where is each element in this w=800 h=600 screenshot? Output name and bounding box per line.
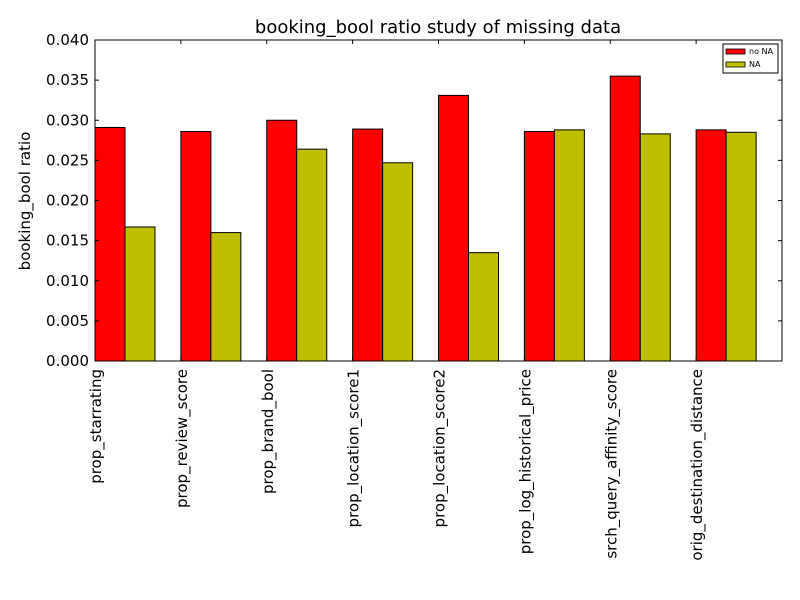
x-tick-label: prop_starrating — [87, 369, 106, 484]
bar-no-na-6 — [609, 75, 641, 362]
y-tick-label: 0.030 — [46, 111, 89, 129]
x-tick-label: orig_destination_distance — [688, 369, 707, 561]
y-tick-label: 0.025 — [46, 151, 89, 169]
y-tick-label: 0.040 — [46, 31, 89, 49]
legend-label-no-na: no NA — [749, 47, 773, 56]
x-tick-label: prop_brand_bool — [259, 369, 278, 494]
y-tick-label: 0.010 — [46, 272, 89, 290]
bar-no-na-3 — [352, 128, 384, 362]
x-tick-label: prop_location_score1 — [345, 369, 364, 527]
legend-label-na: NA — [749, 60, 761, 69]
bar-na-2 — [296, 148, 328, 362]
x-tick-label: prop_review_score — [173, 369, 192, 508]
x-tick-label: prop_location_score2 — [431, 369, 450, 527]
legend-swatch-na — [725, 61, 746, 68]
bar-no-na-7 — [695, 129, 727, 362]
x-tick-label: srch_query_affinity_score — [602, 369, 621, 559]
y-tick-label: 0.000 — [46, 352, 89, 370]
y-tick-label: 0.035 — [46, 71, 89, 89]
bar-na-6 — [639, 133, 671, 362]
bar-na-3 — [382, 162, 414, 362]
y-tick-label: 0.015 — [46, 232, 89, 250]
legend-swatch-no-na — [725, 48, 746, 55]
bar-na-5 — [553, 129, 585, 362]
bar-na-0 — [124, 226, 156, 362]
y-tick-label: 0.005 — [46, 312, 89, 330]
bar-no-na-1 — [180, 130, 212, 362]
bar-no-na-5 — [523, 130, 555, 362]
bar-na-7 — [725, 131, 757, 362]
y-tick-label: 0.020 — [46, 192, 89, 210]
x-tick-label: prop_log_historical_price — [516, 369, 535, 554]
y-axis-label: booking_bool ratio — [16, 132, 35, 271]
bar-no-na-2 — [266, 119, 298, 362]
bar-na-1 — [210, 232, 242, 362]
chart-title: booking_bool ratio study of missing data — [255, 17, 621, 38]
bar-na-4 — [468, 252, 499, 362]
bar-no-na-0 — [94, 126, 126, 362]
plot-area: 0.000 0.005 0.010 0.015 0.020 0.025 0.030 0.035… — [46, 31, 783, 561]
bar-no-na-4 — [438, 94, 469, 362]
